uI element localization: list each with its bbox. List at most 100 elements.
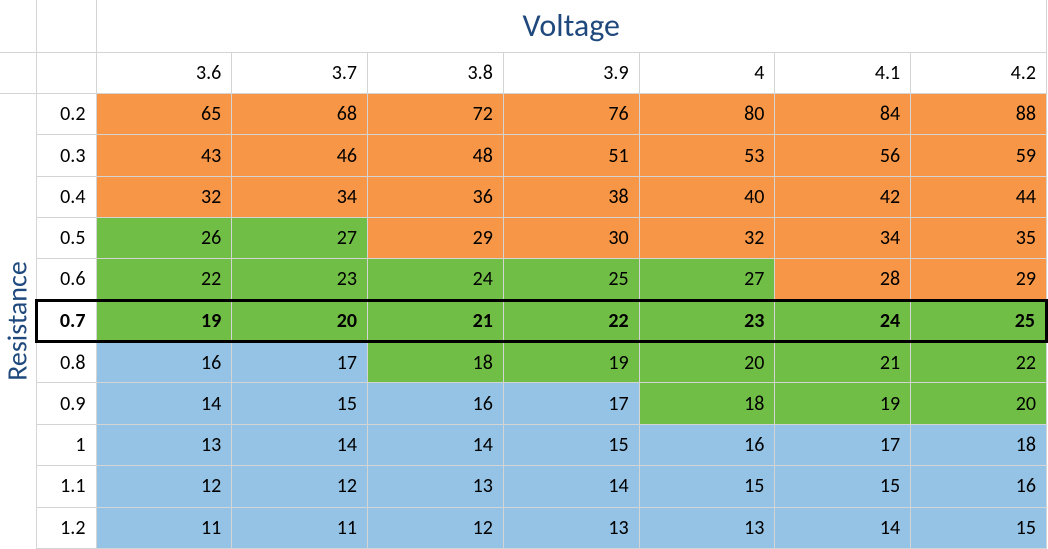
- data-cell: 24: [775, 300, 911, 341]
- data-cell: 44: [911, 176, 1047, 217]
- data-cell: 30: [503, 218, 639, 259]
- data-cell: 84: [775, 94, 911, 135]
- data-cell: 11: [232, 507, 368, 548]
- row-header: 0.9: [36, 383, 96, 424]
- data-cell: 23: [232, 259, 368, 300]
- row-header: 0.3: [36, 135, 96, 176]
- data-cell: 13: [368, 466, 504, 507]
- data-cell: 36: [368, 176, 504, 217]
- data-cell: 32: [96, 176, 232, 217]
- data-cell: 20: [232, 300, 368, 341]
- data-cell: 13: [503, 507, 639, 548]
- data-cell: 32: [639, 218, 775, 259]
- data-cell: 27: [639, 259, 775, 300]
- data-cell: 15: [503, 424, 639, 465]
- data-cell: 15: [232, 383, 368, 424]
- data-cell: 48: [368, 135, 504, 176]
- data-cell: 38: [503, 176, 639, 217]
- data-cell: 19: [503, 342, 639, 383]
- row-header: 1: [36, 424, 96, 465]
- col-header: 4: [639, 52, 775, 93]
- col-header: 4.2: [911, 52, 1047, 93]
- data-cell: 14: [232, 424, 368, 465]
- data-cell: 25: [911, 300, 1047, 341]
- data-cell: 28: [775, 259, 911, 300]
- data-cell: 13: [96, 424, 232, 465]
- data-cell: 29: [368, 218, 504, 259]
- col-header: 3.7: [232, 52, 368, 93]
- data-cell: 19: [96, 300, 232, 341]
- row-header: 0.2: [36, 94, 96, 135]
- data-cell: 21: [775, 342, 911, 383]
- data-cell: 23: [639, 300, 775, 341]
- data-cell: 16: [911, 466, 1047, 507]
- data-cell: 21: [368, 300, 504, 341]
- row-header: 0.6: [36, 259, 96, 300]
- data-cell: 12: [232, 466, 368, 507]
- data-cell: 22: [503, 300, 639, 341]
- data-cell: 40: [639, 176, 775, 217]
- data-cell: 59: [911, 135, 1047, 176]
- row-header: 1.1: [36, 466, 96, 507]
- data-cell: 18: [639, 383, 775, 424]
- corner-blank: [0, 52, 36, 93]
- data-cell: 12: [368, 507, 504, 548]
- data-cell: 72: [368, 94, 504, 135]
- data-cell: 14: [503, 466, 639, 507]
- corner-blank: [36, 0, 96, 52]
- data-cell: 15: [639, 466, 775, 507]
- col-header: 3.9: [503, 52, 639, 93]
- data-cell: 65: [96, 94, 232, 135]
- data-cell: 11: [96, 507, 232, 548]
- data-cell: 14: [368, 424, 504, 465]
- voltage-resistance-table: Voltage3.63.73.83.944.14.2Resistance0.26…: [0, 0, 1048, 549]
- data-cell: 56: [775, 135, 911, 176]
- data-cell: 53: [639, 135, 775, 176]
- row-header: 0.4: [36, 176, 96, 217]
- data-cell: 15: [911, 507, 1047, 548]
- data-cell: 22: [96, 259, 232, 300]
- row-header: 0.8: [36, 342, 96, 383]
- data-cell: 25: [503, 259, 639, 300]
- data-cell: 43: [96, 135, 232, 176]
- data-cell: 46: [232, 135, 368, 176]
- data-cell: 26: [96, 218, 232, 259]
- data-cell: 14: [96, 383, 232, 424]
- row-axis-title: Resistance: [0, 261, 35, 381]
- data-cell: 29: [911, 259, 1047, 300]
- data-cell: 24: [368, 259, 504, 300]
- data-cell: 19: [775, 383, 911, 424]
- row-header: 0.5: [36, 218, 96, 259]
- data-cell: 17: [775, 424, 911, 465]
- data-cell: 20: [911, 383, 1047, 424]
- data-cell: 42: [775, 176, 911, 217]
- data-cell: 88: [911, 94, 1047, 135]
- data-cell: 18: [911, 424, 1047, 465]
- data-cell: 68: [232, 94, 368, 135]
- data-cell: 34: [775, 218, 911, 259]
- data-cell: 17: [232, 342, 368, 383]
- row-header: 0.7: [36, 300, 96, 341]
- data-cell: 16: [639, 424, 775, 465]
- data-cell: 51: [503, 135, 639, 176]
- corner-blank: [36, 52, 96, 93]
- data-cell: 16: [368, 383, 504, 424]
- corner-blank: [0, 0, 36, 52]
- data-cell: 17: [503, 383, 639, 424]
- data-cell: 34: [232, 176, 368, 217]
- col-header: 3.8: [368, 52, 504, 93]
- col-header: 4.1: [775, 52, 911, 93]
- data-cell: 76: [503, 94, 639, 135]
- data-cell: 35: [911, 218, 1047, 259]
- data-cell: 18: [368, 342, 504, 383]
- data-cell: 12: [96, 466, 232, 507]
- data-cell: 80: [639, 94, 775, 135]
- col-header: 3.6: [96, 52, 232, 93]
- data-cell: 27: [232, 218, 368, 259]
- col-axis-title: Voltage: [96, 0, 1047, 52]
- data-cell: 22: [911, 342, 1047, 383]
- data-cell: 13: [639, 507, 775, 548]
- data-cell: 20: [639, 342, 775, 383]
- data-cell: 15: [775, 466, 911, 507]
- data-cell: 14: [775, 507, 911, 548]
